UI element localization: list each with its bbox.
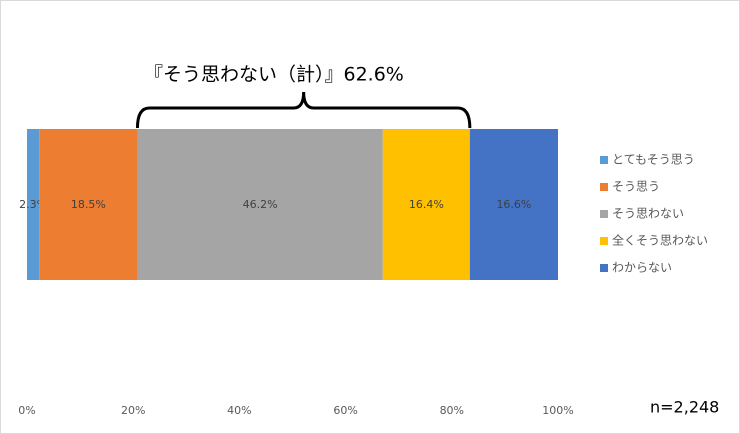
- note: n=2,248: [650, 398, 719, 417]
- bar-segment: [137, 129, 383, 280]
- x-tick-label: 0%: [18, 404, 35, 417]
- data-label: 16.4%: [409, 198, 444, 211]
- bar-segment: [382, 129, 470, 280]
- legend-swatch: [600, 210, 608, 218]
- data-label: 46.2%: [243, 198, 278, 211]
- legend-label: そう思う: [612, 180, 660, 194]
- bar-segment: [27, 129, 40, 280]
- data-label: 16.6%: [496, 198, 531, 211]
- legend-label: とてもそう思う: [612, 153, 695, 167]
- data-label: 18.5%: [71, 198, 106, 211]
- legend-label: わからない: [612, 261, 672, 275]
- annotation: 『そう思わない（計）』62.6%: [144, 64, 404, 86]
- x-tick-label: 60%: [333, 404, 357, 417]
- legend-label: そう思わない: [612, 207, 684, 221]
- legend-swatch: [600, 156, 608, 164]
- bar-segment: [39, 129, 138, 280]
- brace: [135, 91, 472, 129]
- legend-swatch: [600, 183, 608, 191]
- bar-segment: [469, 129, 558, 280]
- legend-label: 全くそう思わない: [612, 233, 708, 248]
- x-tick-label: 100%: [542, 404, 573, 417]
- x-tick-label: 20%: [121, 404, 145, 417]
- x-tick-label: 80%: [440, 404, 464, 417]
- legend-swatch: [600, 237, 608, 245]
- legend-swatch: [600, 264, 608, 272]
- x-tick-label: 40%: [227, 404, 251, 417]
